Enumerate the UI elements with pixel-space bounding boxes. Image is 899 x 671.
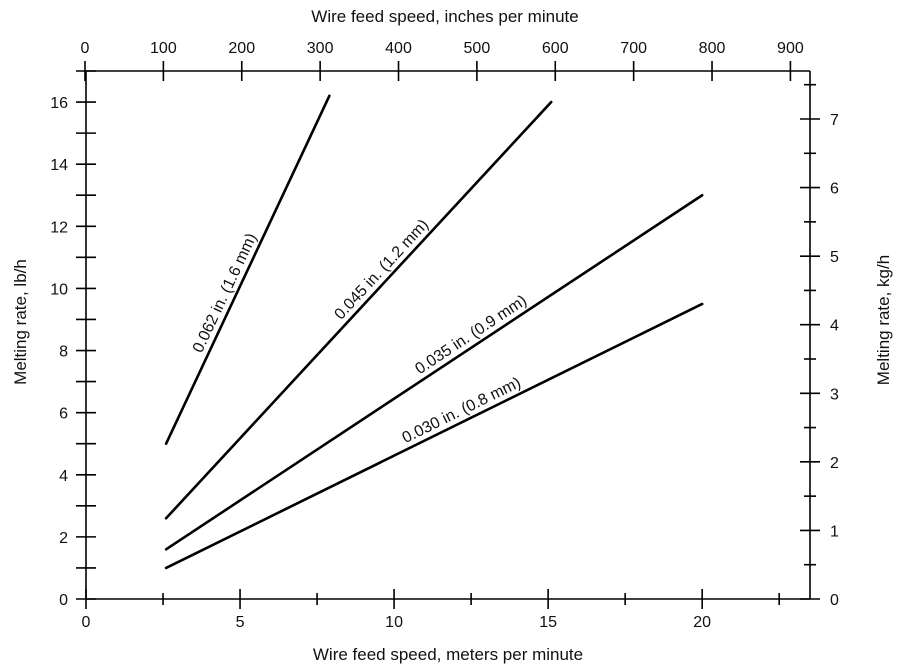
series-line [164,193,704,551]
y-tick-label: 0 [59,592,68,609]
x2-tick-label: 600 [542,40,569,57]
x2-tick-label: 800 [699,40,726,57]
left-axis-title: Melting rate, lb/h [11,259,30,385]
y2-tick-label: 1 [830,523,839,540]
y2-tick-label: 5 [830,249,839,266]
x2-tick-label: 0 [81,40,90,57]
axes [85,70,811,600]
series-label: 0.030 in. (0.8 mm) [400,374,524,447]
x2-tick-label: 300 [307,40,334,57]
series-label: 0.062 in. (1.6 mm) [190,231,261,356]
top-axis-title: Wire feed speed, inches per minute [311,7,578,26]
y-tick-label: 6 [59,406,68,423]
y2-tick-label: 0 [830,592,839,609]
x-tick-label: 0 [82,614,91,631]
y2-tick-label: 7 [830,112,839,129]
y2-tick-label: 4 [830,318,839,335]
x2-tick-label: 900 [777,40,804,57]
y2-tick-label: 3 [830,386,839,403]
axis-ticks: 0 5 10 15 200 100 200 300 400 500 600 700 800 9000246… [50,40,839,631]
x2-tick-label: 500 [464,40,491,57]
right-axis-title: Melting rate, kg/h [874,255,893,385]
series-line [164,100,553,520]
series-line [164,94,331,446]
x2-tick-label: 200 [228,40,255,57]
x2-tick-label: 100 [150,40,177,57]
y-tick-label: 16 [50,95,68,112]
series-label: 0.035 in. (0.9 mm) [412,292,530,378]
x-tick-label: 10 [385,614,403,631]
series-line [164,302,704,570]
x-tick-label: 20 [693,614,711,631]
y-tick-label: 10 [50,281,68,298]
y2-tick-label: 6 [830,181,839,198]
y-tick-label: 8 [59,344,68,361]
x-tick-label: 15 [539,614,557,631]
series-label: 0.045 in. (1.2 mm) [331,216,432,323]
y-tick-label: 14 [50,157,68,174]
y2-tick-label: 2 [830,455,839,472]
series-lines: 0.062 in. (1.6 mm) 0.045 in. (1.2 mm)0.03… [164,94,704,570]
y-tick-label: 4 [59,468,68,485]
y-tick-label: 2 [59,530,68,547]
x2-tick-label: 400 [385,40,412,57]
y-tick-label: 12 [50,219,68,236]
x2-tick-label: 700 [620,40,647,57]
x-tick-label: 5 [236,614,245,631]
bottom-axis-title: Wire feed speed, meters per minute [313,645,583,664]
